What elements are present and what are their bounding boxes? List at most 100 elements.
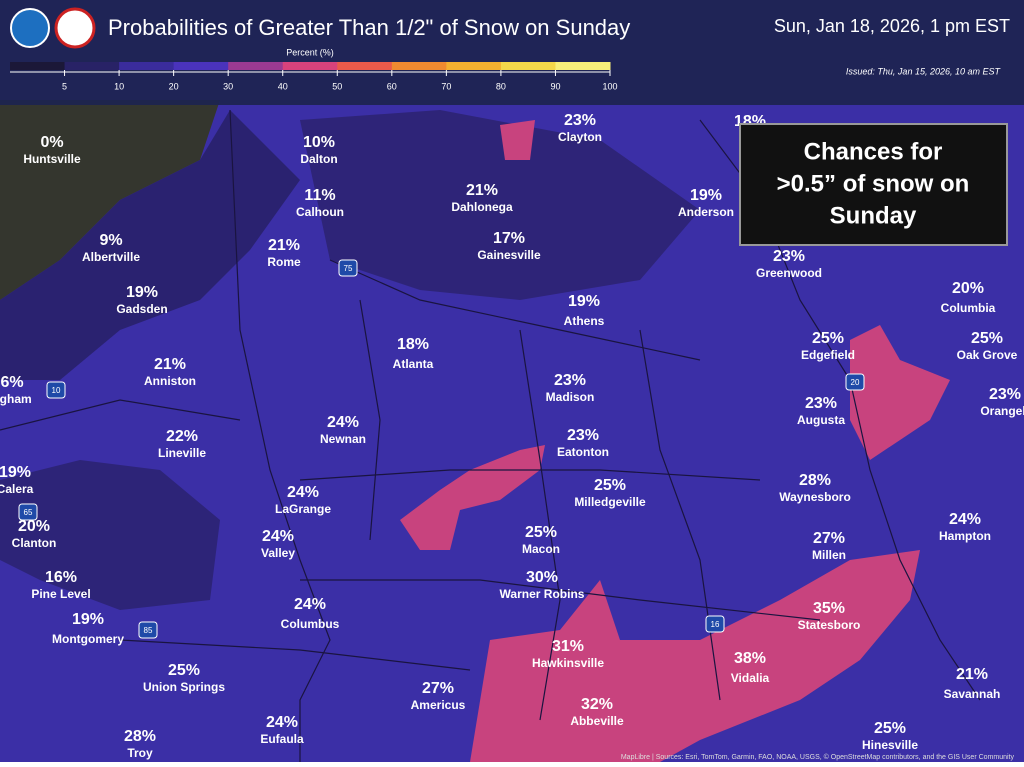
callout-line: Chances for xyxy=(804,138,943,165)
city-name: Clayton xyxy=(558,130,602,144)
legend-tick-label: 30 xyxy=(223,81,233,91)
high-area xyxy=(850,325,950,460)
city-percent: 31% xyxy=(552,638,584,655)
low-area xyxy=(0,460,220,610)
city-name: LaGrange xyxy=(275,502,331,516)
header-bar xyxy=(0,0,1024,105)
city-name: Vidalia xyxy=(731,671,770,685)
shield xyxy=(18,503,38,521)
city-name: Eatonton xyxy=(557,445,609,459)
city-percent: 20% xyxy=(18,518,50,535)
legend-swatch xyxy=(446,62,502,70)
valid-time: Sun, Jan 18, 2026, 1 pm EST xyxy=(774,16,1010,36)
city-name: Albertville xyxy=(82,250,140,264)
city-percent: 24% xyxy=(266,714,298,731)
city-name: Orangeb xyxy=(980,404,1024,418)
shield xyxy=(338,259,358,277)
city-name: Dalton xyxy=(300,152,337,166)
city-percent: 21% xyxy=(466,182,498,199)
city-percent: 27% xyxy=(813,530,845,547)
city-name: Valley xyxy=(261,546,295,560)
shield-label: 10 xyxy=(52,386,61,395)
city-percent: 24% xyxy=(262,528,294,545)
city-name: Gadsden xyxy=(116,302,167,316)
legend-tick-label: 90 xyxy=(550,81,560,91)
callout-line: Sunday xyxy=(830,202,917,229)
shield xyxy=(845,373,865,391)
city-percent: 23% xyxy=(564,112,596,129)
city-name: Eufaula xyxy=(260,732,304,746)
city-name: Greenwood xyxy=(756,266,822,280)
shield-label: 85 xyxy=(144,626,153,635)
city-percent: 25% xyxy=(874,720,906,737)
city-percent: 20% xyxy=(952,280,984,297)
city-name: Millen xyxy=(812,548,846,562)
highway-shields: 75 85 20 16 65 10 xyxy=(18,259,865,639)
city-name: Warner Robins xyxy=(500,587,585,601)
city-name: Lineville xyxy=(158,446,206,460)
city-name: Macon xyxy=(522,542,560,556)
city-name: Oak Grove xyxy=(957,348,1018,362)
city-percent: 0% xyxy=(40,134,63,151)
legend-swatch xyxy=(228,62,284,70)
city-name: Atlanta xyxy=(393,357,434,371)
city-name: Abbeville xyxy=(570,714,624,728)
city-percent: 22% xyxy=(166,428,198,445)
header-title: Probabilities of Greater Than 1/2" of Sn… xyxy=(108,15,630,40)
city-name: Anniston xyxy=(144,374,196,388)
city-name: Troy xyxy=(127,746,153,760)
city-name: Augusta xyxy=(797,413,845,427)
city-name: Madison xyxy=(546,390,595,404)
low-area xyxy=(300,110,700,300)
legend-tick-label: 60 xyxy=(387,81,397,91)
city-name: Athens xyxy=(564,314,605,328)
city-percent: 24% xyxy=(327,414,359,431)
city-percent: 17% xyxy=(493,230,525,247)
city-name: Waynesboro xyxy=(779,490,851,504)
city-percent: 19% xyxy=(690,187,722,204)
attribution: MapLibre | Sources: Esri, TomTom, Garmin… xyxy=(621,753,1015,761)
shield xyxy=(46,381,66,399)
city-name: Americus xyxy=(411,698,466,712)
city-name: Newnan xyxy=(320,432,366,446)
legend: 5 10 20 30 40 50 60 70 80 90 100 xyxy=(10,62,618,91)
city-percent: 23% xyxy=(989,386,1021,403)
legend-swatch xyxy=(173,62,229,70)
city-percent: 25% xyxy=(812,330,844,347)
legend-swatch xyxy=(10,62,66,70)
city-name: Savannah xyxy=(944,687,1001,701)
city-percent: 10% xyxy=(303,134,335,151)
city-name: Calhoun xyxy=(296,205,344,219)
high-area xyxy=(500,120,535,160)
city-percent: 21% xyxy=(154,356,186,373)
city-labels: 0%Huntsville10%Dalton11%Calhoun21%Dahlon… xyxy=(0,112,1024,760)
city-name: Hawkinsville xyxy=(532,656,604,670)
legend-swatch xyxy=(500,62,556,70)
city-percent: 27% xyxy=(422,680,454,697)
nws-logo xyxy=(54,7,96,49)
legend-tick-label: 70 xyxy=(441,81,451,91)
city-name: Gainesville xyxy=(477,248,541,262)
city-percent: 24% xyxy=(949,511,981,528)
city-percent: 28% xyxy=(799,472,831,489)
city-percent: 23% xyxy=(554,372,586,389)
city-percent: 35% xyxy=(813,600,845,617)
legend-tick-label: 5 xyxy=(62,81,67,91)
city-percent: 23% xyxy=(773,248,805,265)
legend-swatch xyxy=(119,62,175,70)
city-name: Huntsville xyxy=(23,152,81,166)
legend-swatch xyxy=(64,62,120,70)
city-name: Columbia xyxy=(941,301,996,315)
shield xyxy=(138,621,158,639)
city-percent: 25% xyxy=(971,330,1003,347)
callout-line: >0.5” of snow on xyxy=(777,170,970,197)
legend-swatch xyxy=(555,62,611,70)
legend-swatch xyxy=(282,62,338,70)
city-name: Dahlonega xyxy=(451,200,513,214)
legend-tick-label: 40 xyxy=(278,81,288,91)
city-percent: 25% xyxy=(594,477,626,494)
issued-time: Issued: Thu, Jan 15, 2026, 10 am EST xyxy=(846,66,1002,76)
city-percent: 21% xyxy=(956,666,988,683)
city-name: Hinesville xyxy=(862,738,918,752)
